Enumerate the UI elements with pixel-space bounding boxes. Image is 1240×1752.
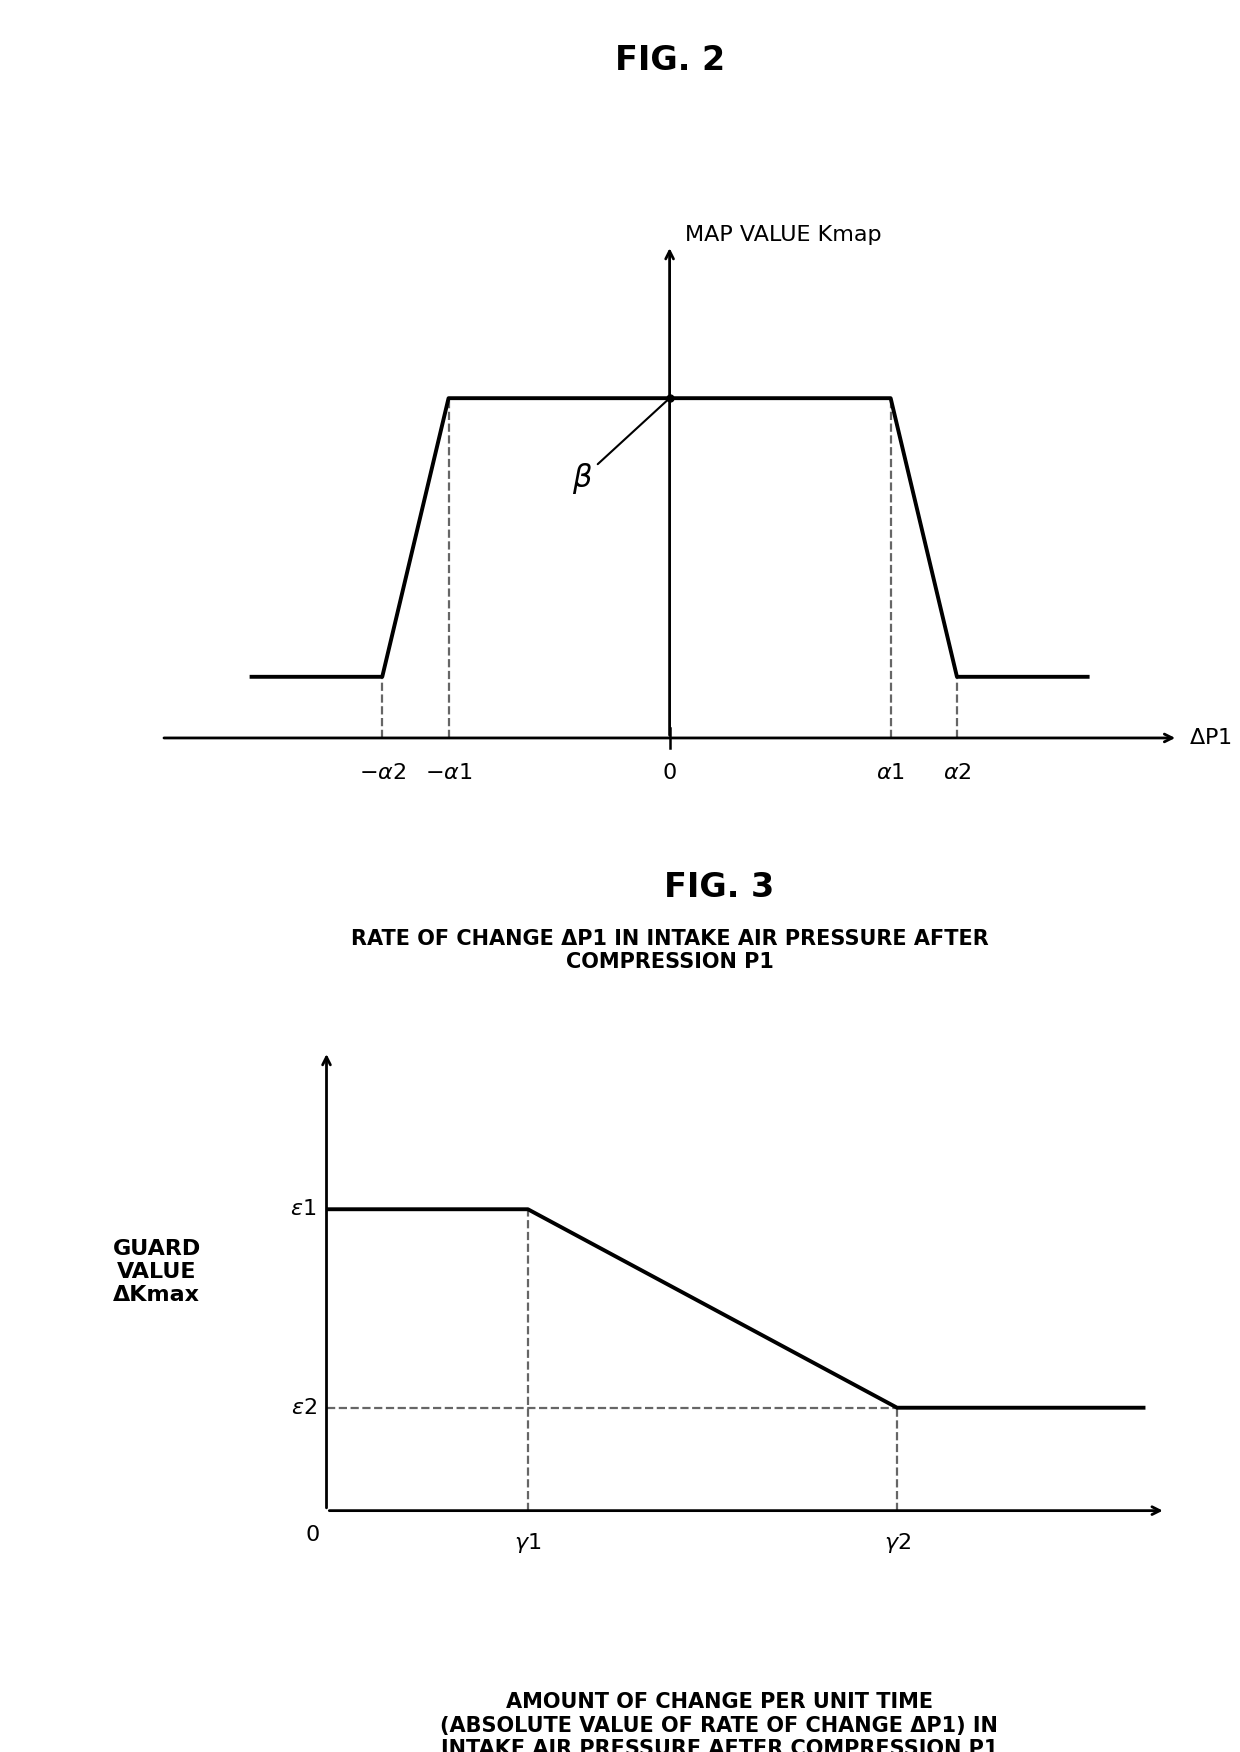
Text: $\alpha 2$: $\alpha 2$ [942, 764, 971, 783]
Text: 0: 0 [662, 764, 677, 783]
Text: $-\alpha 1$: $-\alpha 1$ [425, 764, 472, 783]
Text: 0: 0 [305, 1526, 320, 1545]
Text: $-\alpha 2$: $-\alpha 2$ [358, 764, 405, 783]
Text: $\alpha 1$: $\alpha 1$ [877, 764, 905, 783]
Text: AMOUNT OF CHANGE PER UNIT TIME
(ABSOLUTE VALUE OF RATE OF CHANGE ΔP1) IN
INTAKE : AMOUNT OF CHANGE PER UNIT TIME (ABSOLUTE… [440, 1692, 998, 1752]
Text: $\Delta$P1: $\Delta$P1 [1189, 729, 1231, 748]
Text: $\beta$: $\beta$ [573, 399, 667, 496]
Text: GUARD
VALUE
ΔKmax: GUARD VALUE ΔKmax [113, 1239, 201, 1305]
Text: $\varepsilon 2$: $\varepsilon 2$ [290, 1398, 316, 1417]
Text: $\varepsilon 1$: $\varepsilon 1$ [290, 1200, 316, 1219]
Text: $\gamma 1$: $\gamma 1$ [515, 1531, 542, 1554]
Text: $\gamma 2$: $\gamma 2$ [884, 1531, 910, 1554]
Text: FIG. 3: FIG. 3 [665, 871, 774, 904]
Text: MAP VALUE Kmap: MAP VALUE Kmap [684, 226, 882, 245]
Text: RATE OF CHANGE ΔP1 IN INTAKE AIR PRESSURE AFTER
COMPRESSION P1: RATE OF CHANGE ΔP1 IN INTAKE AIR PRESSUR… [351, 929, 988, 972]
Text: FIG. 2: FIG. 2 [615, 44, 724, 77]
